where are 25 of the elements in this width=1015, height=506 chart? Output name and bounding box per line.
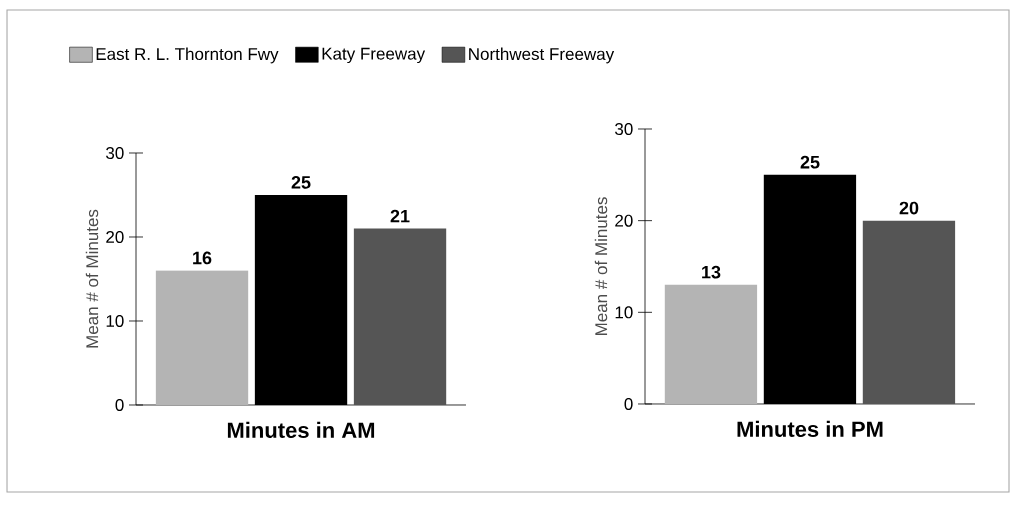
y-tick-label: 20 — [615, 214, 633, 227]
legend-label: Northwest Freeway — [469, 47, 615, 64]
data-label: 20 — [899, 201, 919, 215]
bar — [862, 220, 956, 404]
y-axis-title: Mean # of Minutes — [85, 209, 99, 348]
bar — [353, 228, 447, 405]
y-tick-label: 0 — [624, 397, 633, 411]
y-tick-label: 10 — [106, 314, 124, 328]
y-tick-label: 30 — [106, 146, 124, 160]
legend-label: East R. L. Thornton Fwy — [96, 47, 279, 64]
data-label: 13 — [702, 265, 721, 279]
y-axis-title: Mean # of Minutes — [594, 197, 608, 336]
bar — [664, 284, 758, 404]
data-label: 21 — [390, 209, 410, 223]
y-tick-label: 10 — [615, 306, 633, 319]
x-axis-title: Minutes in AM — [227, 421, 375, 438]
data-label: 16 — [193, 251, 212, 265]
data-label: 25 — [800, 155, 820, 169]
y-tick-label: 20 — [106, 230, 124, 244]
y-tick-label: 0 — [115, 398, 124, 412]
bar — [155, 270, 249, 405]
x-axis-title: Minutes in PM — [737, 420, 883, 437]
data-label: 25 — [291, 175, 311, 189]
legend-label: Katy Freeway — [322, 47, 426, 64]
y-tick-label: 30 — [615, 122, 633, 136]
